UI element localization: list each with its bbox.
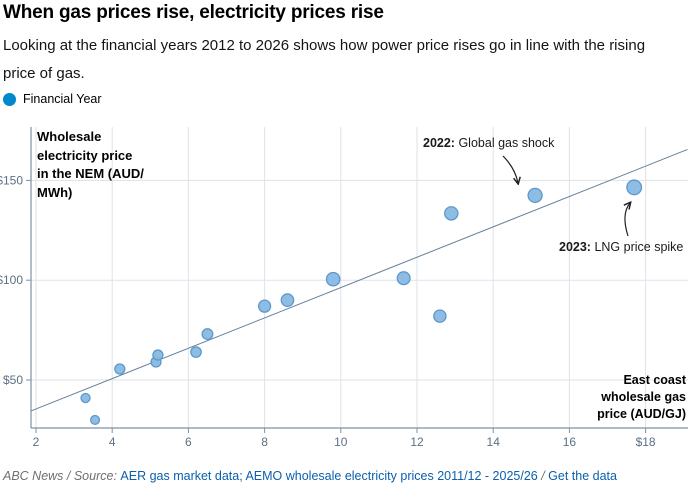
data-point[interactable] [257,299,272,313]
y-axis-title: Wholesale electricity price in the NEM (… [37,129,144,200]
annotation-2023-year: 2023: [559,240,591,254]
scatter-plot: 2 4 6 8 10 12 14 16 $18 $50 $100 $150 Wholesale ele… [0,120,688,455]
source-line: ABC News / Source: AER gas market data; … [3,469,617,483]
annotation-2022-text: Global gas shock [454,136,555,150]
data-point[interactable] [396,271,411,286]
x-tick-label: 12 [410,435,424,449]
data-point[interactable] [90,414,101,425]
y-tick-label: $150 [0,173,23,187]
source-prefix: ABC News / Source: [3,469,121,483]
x-tick-label: $18 [636,435,656,449]
get-the-data-link[interactable]: Get the data [548,469,617,483]
source-link[interactable]: AER gas market data; AEMO wholesale elec… [120,469,538,483]
data-point[interactable] [433,309,447,323]
x-tick-label: 4 [109,435,116,449]
source-separator: / [537,469,549,483]
x-tick-label: 6 [185,435,192,449]
trend-line [30,148,688,412]
x-tick-label: 10 [334,435,348,449]
page-title: When gas prices rise, electricity prices… [3,2,384,23]
y-tick-label: $50 [3,373,23,387]
annotation-2022-global-gas-shock: 2022: Global gas shock [423,136,554,150]
data-point[interactable] [80,392,91,404]
data-point[interactable] [527,187,543,204]
annotation-2022-year: 2022: [423,136,455,150]
data-point[interactable] [152,349,164,361]
annotation-2023-lng-price-spike: 2023: LNG price spike [559,240,683,254]
x-tick-label: 2 [33,435,40,449]
x-tick-label: 16 [563,435,577,449]
annotation-arrow [625,203,630,237]
data-point[interactable] [201,328,214,341]
scatter-canvas: 2 4 6 8 10 12 14 16 $18 $50 $100 $150 [0,127,688,449]
data-point[interactable] [280,293,295,308]
data-point[interactable] [626,179,643,196]
data-point[interactable] [325,271,341,287]
annotation-2023-text: LNG price spike [590,240,684,254]
x-tick-label: 8 [261,435,268,449]
annotation-arrow [502,155,518,183]
data-point[interactable] [114,363,126,375]
x-axis-title: East coast wholesale gas price (AUD/GJ) [597,373,686,421]
x-tick-label: 14 [487,435,501,449]
legend: Financial Year [3,92,102,106]
y-tick-label: $100 [0,273,23,287]
chart-subtitle: Looking at the financial years 2012 to 2… [3,37,646,82]
legend-label: Financial Year [23,92,102,106]
legend-dot-icon [3,92,16,106]
data-point[interactable] [444,206,459,221]
data-point[interactable] [190,346,202,358]
